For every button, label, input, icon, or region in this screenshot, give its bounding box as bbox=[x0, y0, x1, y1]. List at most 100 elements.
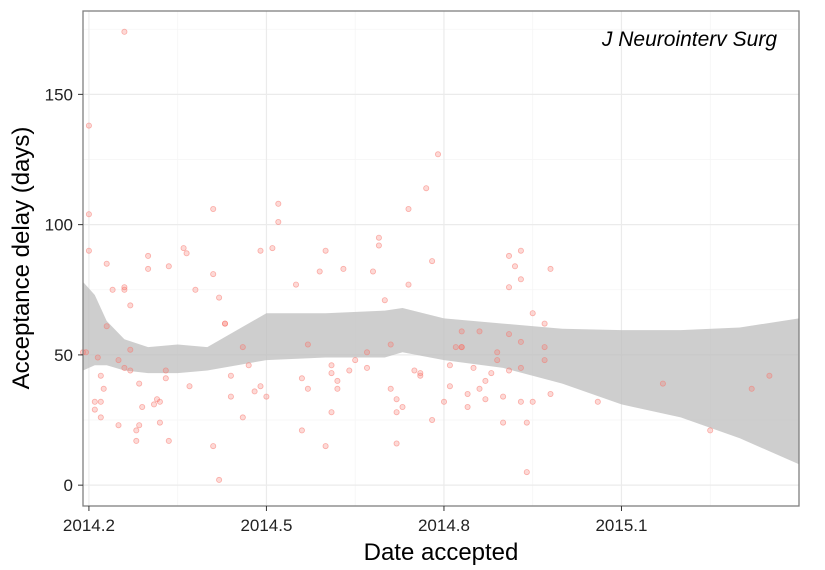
data-point bbox=[97, 414, 104, 421]
data-point bbox=[393, 396, 400, 403]
data-point bbox=[328, 370, 335, 377]
data-point bbox=[369, 268, 376, 275]
data-point bbox=[109, 286, 116, 293]
data-point bbox=[97, 398, 104, 405]
data-point bbox=[91, 406, 98, 413]
data-point bbox=[192, 286, 199, 293]
data-point bbox=[139, 403, 146, 410]
data-point bbox=[541, 320, 548, 327]
data-point bbox=[227, 393, 234, 400]
data-point bbox=[85, 211, 92, 218]
data-point bbox=[221, 320, 228, 327]
data-point bbox=[334, 385, 341, 392]
data-point bbox=[517, 276, 524, 283]
y-tick-label: 150 bbox=[45, 85, 73, 104]
data-point bbox=[257, 247, 264, 254]
data-point bbox=[707, 427, 714, 434]
data-point bbox=[210, 271, 217, 278]
data-point bbox=[316, 268, 323, 275]
data-point bbox=[476, 328, 483, 335]
data-point bbox=[523, 469, 530, 476]
data-point bbox=[322, 247, 329, 254]
data-point bbox=[127, 367, 134, 374]
y-tick-label: 50 bbox=[54, 346, 73, 365]
data-point bbox=[239, 414, 246, 421]
data-point bbox=[500, 419, 507, 426]
data-point bbox=[470, 364, 477, 371]
data-point bbox=[375, 234, 382, 241]
data-point bbox=[85, 247, 92, 254]
data-point bbox=[334, 377, 341, 384]
data-point bbox=[529, 310, 536, 317]
data-point bbox=[304, 385, 311, 392]
data-point bbox=[363, 364, 370, 371]
data-point bbox=[381, 297, 388, 304]
data-point bbox=[263, 393, 270, 400]
data-point bbox=[275, 218, 282, 225]
data-point bbox=[165, 263, 172, 270]
data-point bbox=[458, 344, 465, 351]
data-point bbox=[103, 260, 110, 267]
data-point bbox=[245, 362, 252, 369]
data-point bbox=[257, 383, 264, 390]
data-point bbox=[541, 357, 548, 364]
data-point bbox=[500, 393, 507, 400]
data-point bbox=[464, 390, 471, 397]
data-point bbox=[352, 357, 359, 364]
data-point bbox=[133, 437, 140, 444]
data-point bbox=[505, 367, 512, 374]
x-tick-label: 2015.1 bbox=[595, 516, 647, 535]
data-point bbox=[346, 367, 353, 374]
y-axis-title: Acceptance delay (days) bbox=[8, 127, 35, 390]
data-point bbox=[183, 250, 190, 257]
data-point bbox=[216, 294, 223, 301]
minor-gridlines bbox=[83, 11, 799, 506]
journal-annotation: J Neurointerv Surg bbox=[601, 28, 777, 51]
data-point bbox=[494, 349, 501, 356]
data-point bbox=[488, 370, 495, 377]
data-point bbox=[94, 354, 101, 361]
data-point bbox=[292, 281, 299, 288]
data-point bbox=[399, 403, 406, 410]
data-point bbox=[156, 419, 163, 426]
data-point bbox=[393, 440, 400, 447]
data-point bbox=[375, 242, 382, 249]
data-point bbox=[505, 252, 512, 259]
data-point bbox=[340, 265, 347, 272]
data-point bbox=[517, 398, 524, 405]
plot-frame bbox=[82, 10, 800, 507]
data-point bbox=[210, 205, 217, 212]
data-point bbox=[216, 476, 223, 483]
data-point bbox=[251, 388, 258, 395]
data-point bbox=[103, 323, 110, 330]
data-point bbox=[304, 341, 311, 348]
plot-background bbox=[83, 11, 799, 506]
data-point bbox=[452, 344, 459, 351]
data-point bbox=[239, 344, 246, 351]
x-tick-label: 2014.8 bbox=[418, 516, 470, 535]
data-point bbox=[186, 383, 193, 390]
data-point bbox=[517, 247, 524, 254]
data-point bbox=[417, 370, 424, 377]
data-point bbox=[83, 349, 90, 356]
data-point bbox=[517, 364, 524, 371]
data-point bbox=[476, 385, 483, 392]
data-point bbox=[429, 416, 436, 423]
data-point bbox=[446, 383, 453, 390]
confidence-band bbox=[83, 281, 799, 465]
data-point bbox=[766, 372, 773, 379]
data-point bbox=[411, 367, 418, 374]
data-point bbox=[328, 409, 335, 416]
data-point bbox=[145, 252, 152, 259]
data-point bbox=[464, 403, 471, 410]
data-point bbox=[136, 422, 143, 429]
x-tick-label: 2014.5 bbox=[240, 516, 292, 535]
data-point bbox=[136, 380, 143, 387]
data-point bbox=[97, 372, 104, 379]
data-point bbox=[594, 398, 601, 405]
data-point bbox=[121, 28, 128, 35]
y-axis: 0 50 100 150 bbox=[45, 85, 83, 495]
data-point bbox=[659, 380, 666, 387]
data-point bbox=[162, 375, 169, 382]
